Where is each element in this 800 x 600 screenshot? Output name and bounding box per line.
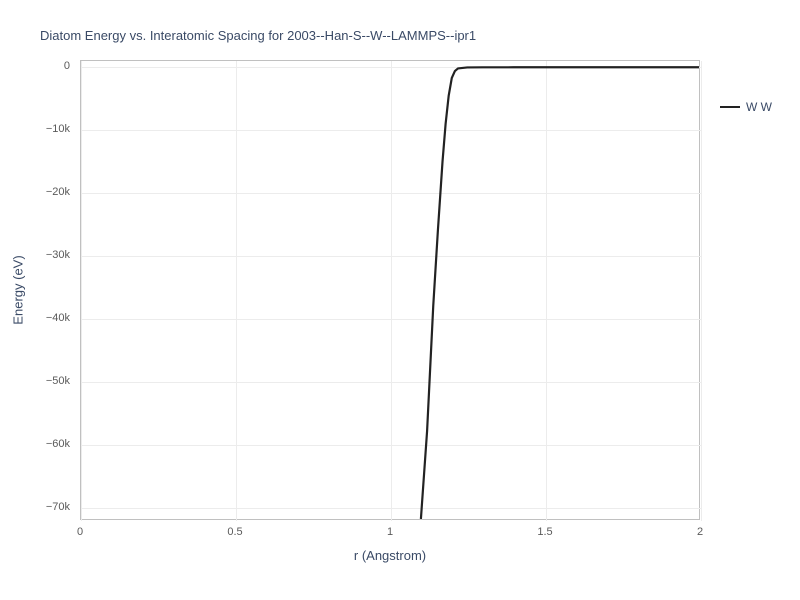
legend-swatch <box>720 106 740 108</box>
chart-container: Diatom Energy vs. Interatomic Spacing fo… <box>0 0 800 600</box>
y-tick-label: −20k <box>30 186 70 198</box>
y-tick-label: −50k <box>30 375 70 387</box>
y-tick-label: 0 <box>30 60 70 72</box>
series-line[interactable] <box>421 67 699 519</box>
y-tick-label: −40k <box>30 312 70 324</box>
legend-label: W W <box>746 100 772 114</box>
y-axis-label: Energy (eV) <box>11 255 26 324</box>
legend: W W <box>720 100 772 114</box>
y-tick-label: −30k <box>30 249 70 261</box>
y-tick-label: −10k <box>30 123 70 135</box>
x-tick-label: 1.5 <box>537 526 552 538</box>
x-tick-label: 0 <box>77 526 83 538</box>
x-tick-label: 0.5 <box>227 526 242 538</box>
legend-item[interactable]: W W <box>720 100 772 114</box>
y-tick-label: −60k <box>30 438 70 450</box>
plot-area[interactable] <box>80 60 700 520</box>
x-axis-label: r (Angstrom) <box>354 548 426 563</box>
series-layer <box>81 61 699 519</box>
chart-title: Diatom Energy vs. Interatomic Spacing fo… <box>40 28 476 43</box>
x-tick-label: 2 <box>697 526 703 538</box>
y-tick-label: −70k <box>30 501 70 513</box>
gridline-vertical <box>701 61 702 521</box>
x-tick-label: 1 <box>387 526 393 538</box>
